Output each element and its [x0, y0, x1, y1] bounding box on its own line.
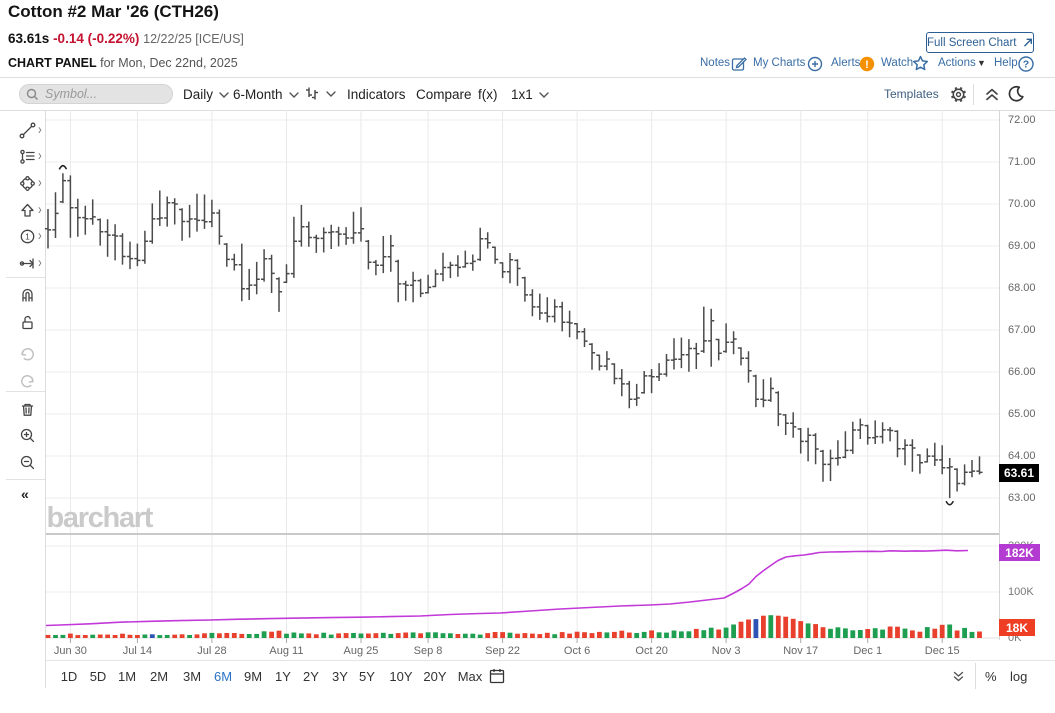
svg-text:barchart: barchart — [47, 502, 154, 534]
svg-text:!: ! — [865, 59, 869, 71]
svg-text:?: ? — [1023, 59, 1029, 71]
svg-text:1: 1 — [25, 232, 30, 242]
